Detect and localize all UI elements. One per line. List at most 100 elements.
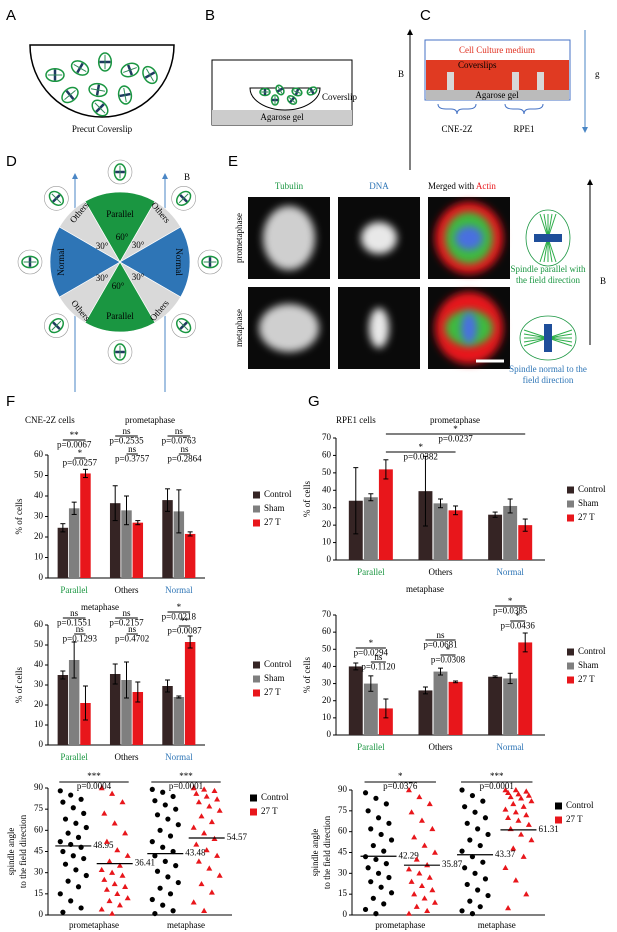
point <box>528 837 535 843</box>
significance-stars: ns <box>436 630 445 640</box>
spindle <box>293 90 301 94</box>
spindle <box>94 102 106 114</box>
point <box>464 820 470 826</box>
point <box>73 867 79 873</box>
point <box>520 803 527 809</box>
y-tick-label: 30 <box>322 678 332 688</box>
x-tick-label: Normal <box>165 585 193 595</box>
bar <box>348 666 363 735</box>
p-value: p=0.0067 <box>57 440 92 450</box>
panel-label: A <box>6 7 16 24</box>
gel <box>212 110 352 125</box>
cell-line: RPE1 <box>513 124 534 134</box>
legend-swatch <box>567 514 574 522</box>
x-tick-label: metaphase <box>167 920 205 930</box>
point <box>421 895 428 901</box>
point <box>502 864 509 870</box>
point <box>170 908 176 914</box>
legend-label: Control <box>261 792 289 802</box>
spindle <box>145 68 155 82</box>
point <box>475 887 481 893</box>
cell-line: RPE1 cells <box>336 415 376 425</box>
bar <box>363 683 378 735</box>
y-tick-label: 20 <box>34 699 44 709</box>
bar <box>109 503 121 578</box>
column-header: Actin <box>476 181 496 191</box>
angle-label: 30° <box>132 272 145 282</box>
y-axis-title: % of cells <box>302 481 312 517</box>
significance-stars: * <box>418 442 423 452</box>
point <box>411 891 418 897</box>
point <box>381 848 387 854</box>
chart-title: prometaphase <box>430 415 480 425</box>
point <box>370 895 376 901</box>
bar <box>68 660 80 745</box>
point <box>510 800 517 807</box>
cells <box>259 84 318 106</box>
point <box>124 852 131 858</box>
bar <box>448 681 463 735</box>
sector-label: Parallel <box>106 311 134 321</box>
brace <box>437 103 477 115</box>
point <box>206 803 213 809</box>
cells <box>45 52 158 117</box>
y-tick-label: 15 <box>338 888 348 898</box>
sector <box>119 226 191 298</box>
point <box>98 906 105 912</box>
point <box>373 911 379 917</box>
point <box>480 798 486 804</box>
point <box>370 842 376 849</box>
bar <box>488 514 503 560</box>
bar <box>503 678 518 735</box>
point <box>152 910 158 917</box>
point <box>206 865 213 871</box>
point <box>57 788 63 794</box>
p-value: p=0.0382 <box>404 452 438 462</box>
point <box>365 865 371 871</box>
point <box>111 880 118 887</box>
bar <box>121 510 132 578</box>
p-value: p=0.1120 <box>361 662 395 672</box>
point <box>518 831 525 837</box>
bar <box>68 508 80 578</box>
gel <box>426 90 569 100</box>
x-tick-label: Parallel <box>60 752 88 762</box>
point <box>518 795 525 801</box>
p-value: p=0.2157 <box>109 618 144 628</box>
angle-label: 30° <box>132 240 145 250</box>
point <box>152 853 158 859</box>
legend-label: Sham <box>264 503 285 513</box>
caption: Spindle normal to the <box>509 364 587 374</box>
bar <box>173 697 185 745</box>
spindle <box>178 320 189 331</box>
column-header: Merged with <box>428 181 475 191</box>
legend-label: 27 T <box>264 687 281 697</box>
point <box>98 866 105 873</box>
point <box>116 862 123 868</box>
point <box>520 853 527 859</box>
point <box>362 906 369 913</box>
y-tick-label: 50 <box>34 639 44 649</box>
point <box>418 882 425 889</box>
mean-label: 43.48 <box>185 848 206 858</box>
point <box>165 874 171 880</box>
panel-label: G <box>308 393 320 410</box>
x-tick-label: Others <box>429 567 453 577</box>
column-header: Tubulin <box>275 181 304 191</box>
point <box>73 820 79 826</box>
p-value: p=0.0385 <box>493 606 528 616</box>
bar <box>80 473 91 578</box>
point <box>201 907 208 913</box>
p-value: p=0.0237 <box>438 434 473 444</box>
point <box>408 809 415 815</box>
point <box>173 863 179 869</box>
point <box>472 870 478 876</box>
p-value: p=0.0436 <box>501 621 536 631</box>
x-tick-label: Parallel <box>60 585 88 595</box>
sector <box>84 191 156 263</box>
point <box>116 902 123 908</box>
column-header: DNA <box>369 181 389 191</box>
point <box>378 831 384 838</box>
y-tick-label: 70 <box>322 609 332 619</box>
point <box>165 816 171 822</box>
